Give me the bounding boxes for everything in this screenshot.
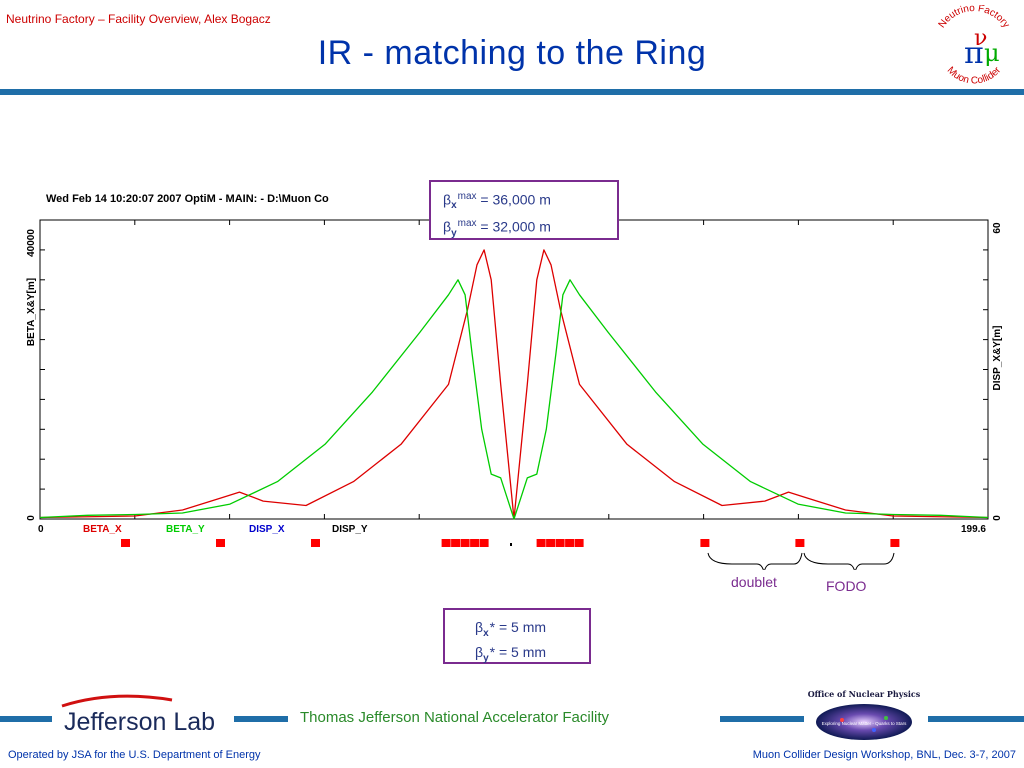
legend-beta-x: BETA_X [83, 524, 122, 535]
ip-marker [510, 543, 512, 546]
footer-bar-mid-right [720, 716, 804, 722]
magnet-marker [555, 539, 565, 547]
y-left-tick-max: 40000 [26, 229, 37, 257]
magnet-marker [216, 539, 225, 547]
beta-y-star-line: βy* = 5 mm [475, 643, 589, 668]
magnet-marker [890, 539, 900, 547]
logo-pi: π [964, 36, 984, 71]
legend-beta-y: BETA_Y [166, 524, 205, 535]
y-right-label: DISP_X&Y[m] [992, 325, 1003, 390]
beta-symbol: β [475, 643, 484, 660]
y-right-tick-zero: 0 [992, 515, 1003, 521]
beta-max-box: βxmax = 36,000 m βymax = 32,000 m [429, 180, 619, 240]
beta-y-star-value: * = 5 mm [489, 643, 547, 660]
beta-symbol: β [443, 219, 452, 236]
x-subscript: x [483, 627, 489, 639]
jefferson-lab-logo: Jefferson Lab [61, 694, 215, 736]
legend-disp-y: DISP_Y [332, 524, 368, 535]
magnet-marker [479, 539, 489, 547]
beta-x-max-line: βxmax = 36,000 m [443, 188, 617, 215]
logo-nu: ν [974, 26, 987, 51]
beta-x-max-value: = 36,000 m [480, 191, 551, 208]
magnet-marker [536, 539, 546, 547]
y-left-label: BETA_X&Y[m] [26, 278, 37, 346]
footer-right-note: Muon Collider Design Workshop, BNL, Dec.… [752, 749, 1016, 761]
header-subtitle: Neutrino Factory – Facility Overview, Al… [6, 12, 271, 26]
magnet-marker [470, 539, 480, 547]
onp-dot-green [884, 716, 888, 720]
magnet-marker [441, 539, 451, 547]
plot-frame [39, 219, 989, 520]
onp-tagline: Exploring Nuclear Matter - Quarks to Sta… [822, 721, 908, 726]
neutrino-factory-logo: Neutrino Factory π ν μ Muon Collider [937, 5, 1012, 87]
plot-header: Wed Feb 14 10:20:07 2007 OptiM - MAIN: -… [46, 193, 329, 205]
series-line-beta-y [39, 279, 989, 520]
x-tick-max: 199.6 [961, 524, 986, 535]
jlab-text: Jefferson Lab [64, 708, 215, 736]
footer-bar-mid-left [234, 716, 288, 722]
magnet-marker [795, 539, 805, 547]
magnet-marker [460, 539, 470, 547]
y-subscript: y [451, 227, 457, 239]
onp-dot-blue [872, 728, 876, 732]
office-nuclear-physics-logo: Office of Nuclear Physics Exploring Nucl… [808, 689, 921, 740]
magnet-layer [121, 539, 900, 547]
max-superscript: max [457, 218, 477, 230]
max-superscript: max [457, 191, 477, 202]
page-title: IR - matching to the Ring [317, 34, 707, 72]
fodo-label: FODO [826, 578, 867, 594]
magnet-marker [546, 539, 556, 547]
magnet-marker [565, 539, 575, 547]
beta-x-star-line: βx* = 5 mm [475, 618, 589, 643]
magnet-marker [700, 539, 710, 547]
footer-left-note: Operated by JSA for the U.S. Department … [8, 749, 261, 761]
onp-dot-red [840, 718, 844, 722]
magnet-marker [574, 539, 584, 547]
doublet-brace [707, 552, 803, 570]
onp-galaxy [816, 704, 912, 740]
y-left-tick-zero: 0 [26, 515, 37, 521]
beta-star-box: βx* = 5 mm βy* = 5 mm [443, 608, 591, 664]
magnet-marker [311, 539, 320, 547]
beta-symbol: β [475, 619, 484, 635]
jlab-swoosh [61, 694, 173, 708]
optics-plot: Wed Feb 14 10:20:07 2007 OptiM - MAIN: -… [26, 193, 1003, 570]
beta-y-max-value: = 32,000 m [480, 219, 551, 236]
doublet-label: doublet [731, 574, 777, 590]
x-tick-min: 0 [38, 524, 44, 535]
facility-name: Thomas Jefferson National Accelerator Fa… [300, 709, 610, 726]
beta-symbol: β [443, 191, 452, 208]
beta-x-star-value: * = 5 mm [489, 619, 547, 635]
magnet-marker [121, 539, 130, 547]
plot-ticks [40, 220, 988, 519]
series-layer [39, 249, 989, 520]
series-line-beta-x [39, 249, 989, 520]
beta-y-max-line: βymax = 32,000 m [443, 215, 617, 242]
onp-title: Office of Nuclear Physics [808, 689, 921, 699]
footer-bar-right [928, 716, 1024, 722]
y-right-tick-max: 60 [992, 222, 1003, 234]
magnet-marker [451, 539, 461, 547]
footer-bar-left [0, 716, 52, 722]
logo-mu: μ [984, 39, 1000, 67]
y-subscript: y [483, 652, 489, 664]
legend-disp-x: DISP_X [249, 524, 285, 535]
x-subscript: x [451, 200, 457, 212]
fodo-brace [803, 552, 895, 570]
header-divider [0, 89, 1024, 95]
